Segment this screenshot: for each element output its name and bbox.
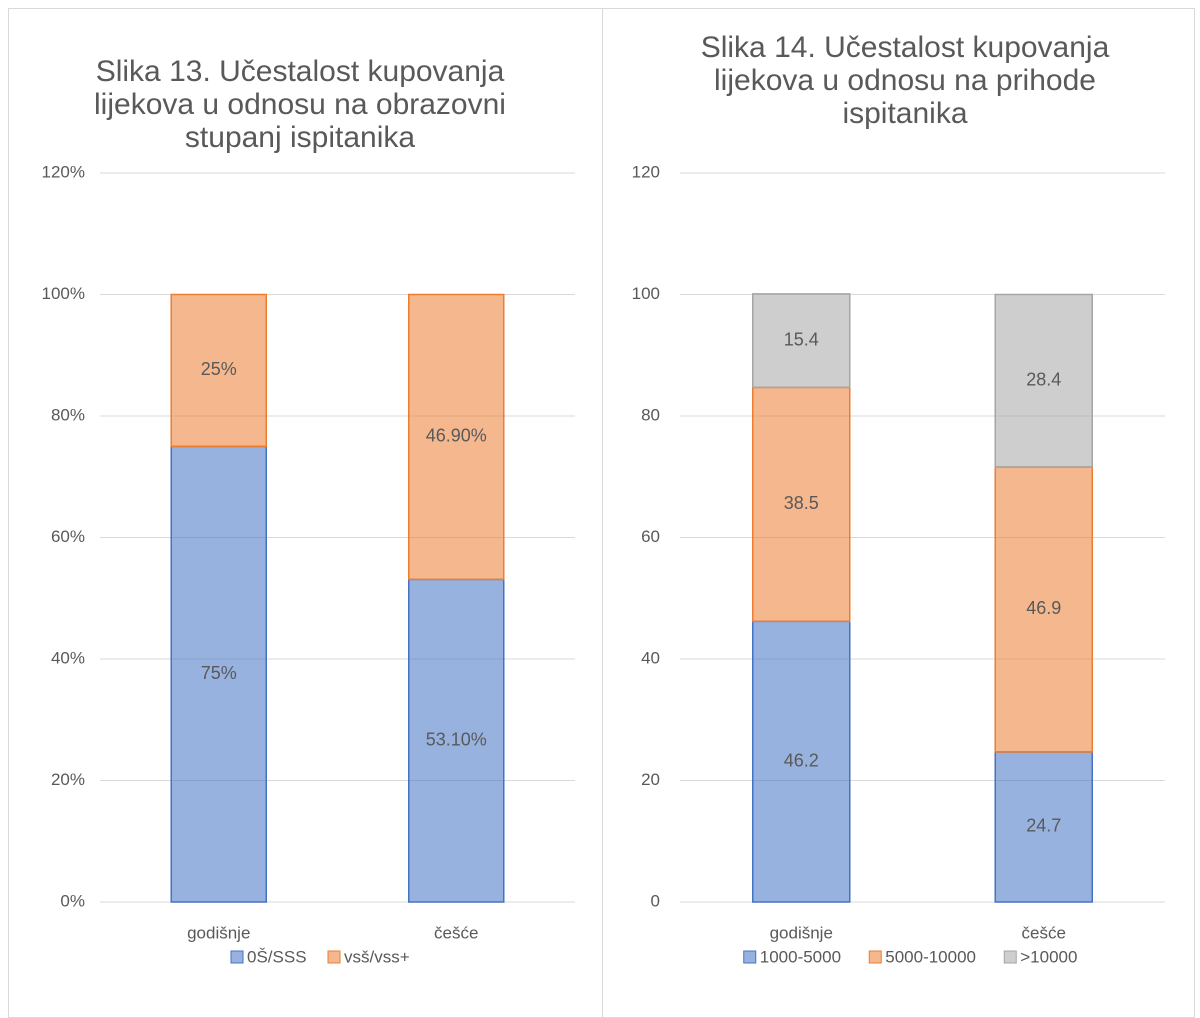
chart-title: Slika 14. Učestalost kupovanja lijekova … [700,31,1110,130]
panel [602,8,1195,1018]
bar-segment [408,293,505,581]
panel [8,8,603,1018]
y-tick-label: 100 [632,284,660,303]
bar-segment [170,445,267,903]
y-tick-label: 100% [42,284,85,303]
chart-title: Slika 13. Učestalost kupovanja lijekova … [94,55,506,154]
data-label: 46.90% [426,426,487,446]
x-tick-label: godišnje [770,923,833,942]
legend-label: 5000-10000 [885,947,976,966]
y-tick-label: 0% [60,891,85,910]
legend-label: >10000 [1020,947,1077,966]
y-tick-label: 40 [641,648,660,667]
legend-swatch [327,950,341,964]
x-tick-label: godišnje [187,923,250,942]
bar-segment [408,578,505,903]
bar-segment [994,751,1093,903]
legend-label: 1000-5000 [760,947,841,966]
y-tick-label: 60% [51,527,85,546]
y-tick-label: 120% [42,162,85,181]
legend-label: 0Š/SSS [247,947,307,966]
y-tick-label: 80 [641,405,660,424]
bar-segment [170,293,267,448]
data-label: 53.10% [426,729,487,749]
bar-segment [994,293,1093,468]
data-label: 28.4 [1026,370,1061,390]
data-label: 46.9 [1026,598,1061,618]
data-label: 75% [201,663,237,683]
y-tick-label: 120 [632,162,660,181]
data-label: 46.2 [784,750,819,770]
legend-label: vsš/vss+ [344,947,410,966]
x-tick-label: češće [1022,923,1066,942]
y-tick-label: 60 [641,527,660,546]
data-label: 25% [201,359,237,379]
data-label: 38.5 [784,493,819,513]
bar-segment [752,386,851,623]
bar-segment [752,620,851,903]
legend-swatch [743,950,757,964]
legend-swatch [868,950,882,964]
legend-swatch [230,950,244,964]
legend-swatch [1003,950,1017,964]
data-label: 24.7 [1026,816,1061,836]
x-tick-label: češće [434,923,478,942]
bar-segment [752,293,851,389]
bar-segment [994,466,1093,753]
y-tick-label: 0 [651,891,660,910]
y-tick-label: 80% [51,405,85,424]
y-tick-label: 40% [51,648,85,667]
data-label: 15.4 [784,329,819,349]
y-tick-label: 20 [641,770,660,789]
y-tick-label: 20% [51,770,85,789]
